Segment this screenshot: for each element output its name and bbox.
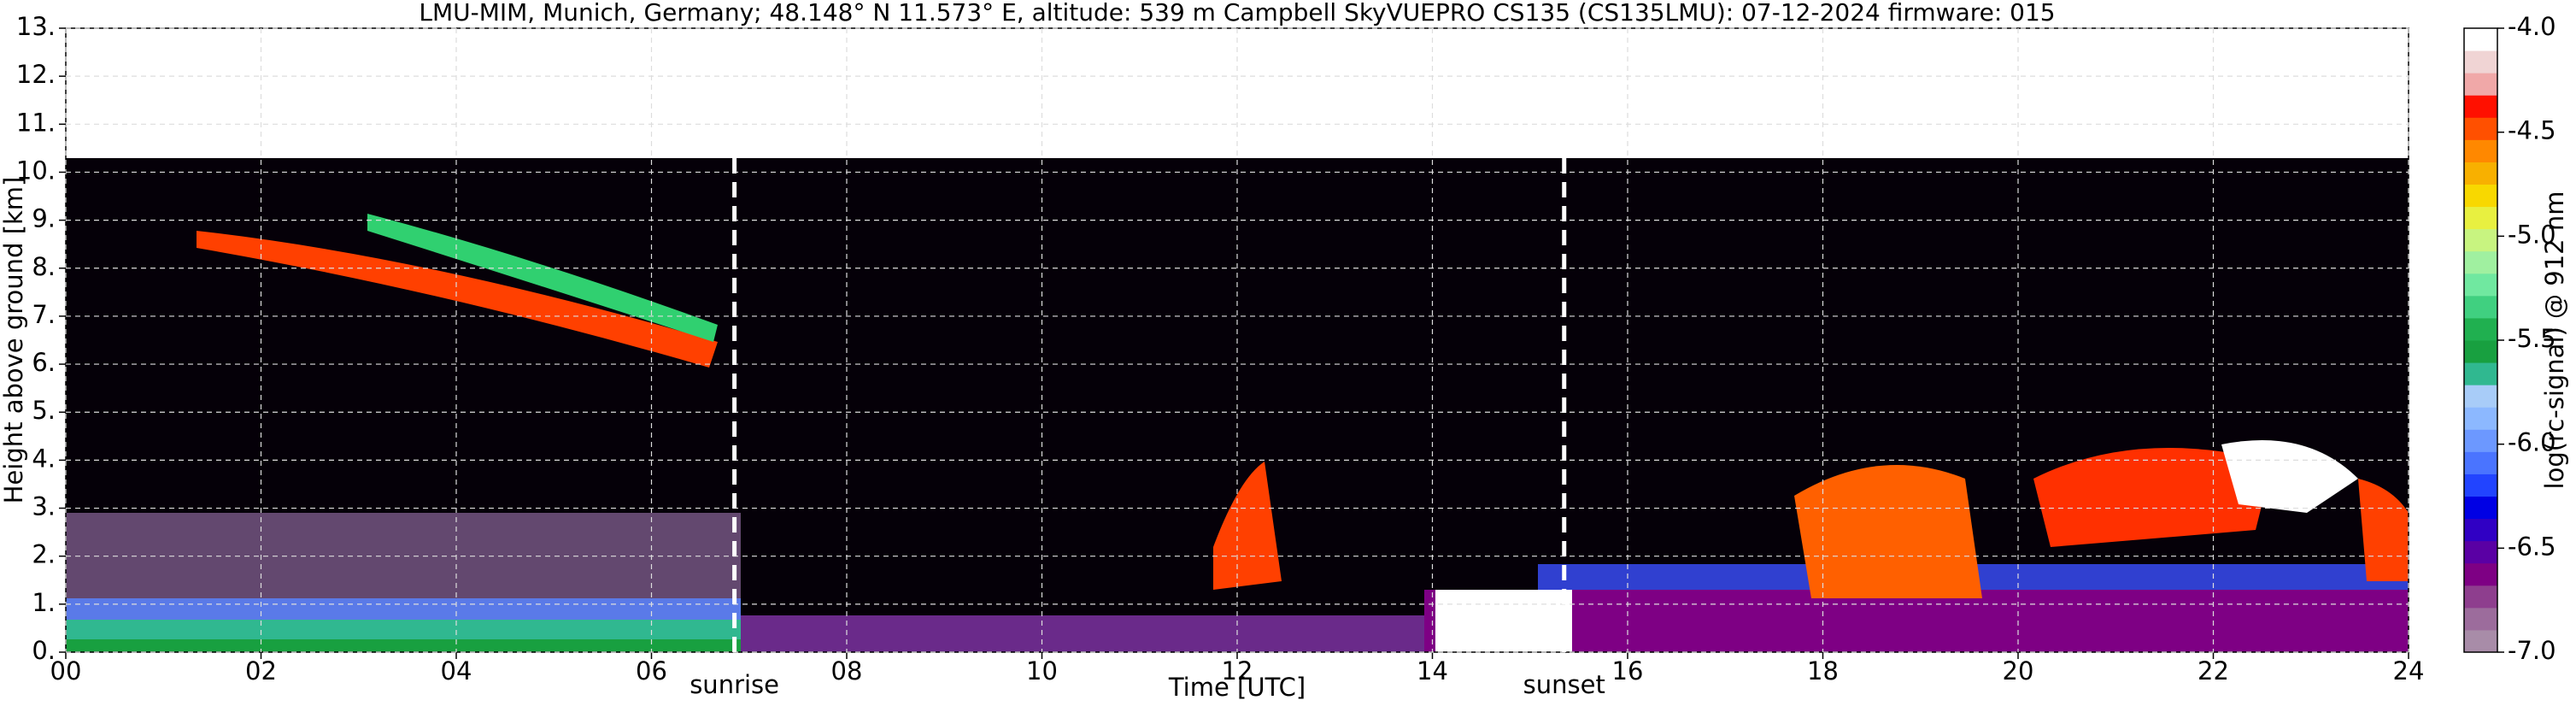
colorbar-tick-label: -6.5 bbox=[2508, 532, 2556, 561]
colorbar-segment bbox=[2464, 451, 2497, 474]
colorbar-segment bbox=[2464, 317, 2497, 341]
colorbar-segment bbox=[2464, 496, 2497, 520]
colorbar-segment bbox=[2464, 607, 2497, 631]
annotation-label: sunset bbox=[1523, 670, 1605, 699]
colorbar-tick-label: -4.0 bbox=[2508, 12, 2556, 41]
y-axis-label: Height above ground [km] bbox=[0, 177, 28, 504]
colorbar-segment bbox=[2464, 73, 2497, 96]
y-tick-label: 1. bbox=[32, 588, 56, 617]
y-tick-label: 3. bbox=[32, 492, 56, 521]
colorbar-tick-label: -6.0 bbox=[2508, 428, 2556, 457]
colorbar-segment bbox=[2464, 28, 2497, 51]
y-tick-label: 8. bbox=[32, 252, 56, 281]
colorbar-segment bbox=[2464, 95, 2497, 118]
x-tick-label: 20 bbox=[2003, 656, 2034, 685]
colorbar-label: log(rc-signal) @ 912 nm bbox=[2540, 191, 2569, 490]
colorbar-segment bbox=[2464, 250, 2497, 274]
colorbar-segment bbox=[2464, 474, 2497, 497]
y-tick-label: 2. bbox=[32, 540, 56, 569]
colorbar-segment bbox=[2464, 162, 2497, 185]
colorbar-segment bbox=[2464, 585, 2497, 609]
colorbar-segment bbox=[2464, 362, 2497, 385]
x-tick-label: 10 bbox=[1026, 656, 1058, 685]
x-tick-label: 22 bbox=[2198, 656, 2229, 685]
colorbar-segment bbox=[2464, 629, 2497, 653]
x-axis-label: Time [UTC] bbox=[1168, 673, 1306, 702]
y-tick-label: 5. bbox=[32, 396, 56, 425]
colorbar-tick-label: -4.5 bbox=[2508, 116, 2556, 145]
y-tick-label: 13. bbox=[16, 12, 56, 41]
colorbar-segment bbox=[2464, 228, 2497, 252]
colorbar-segment bbox=[2464, 540, 2497, 564]
colorbar-segment bbox=[2464, 407, 2497, 430]
y-tick-label: 12. bbox=[16, 60, 56, 89]
y-tick-label: 0. bbox=[32, 636, 56, 665]
colorbar-tick-label: -5.0 bbox=[2508, 220, 2556, 249]
colorbar-segment bbox=[2464, 139, 2497, 162]
x-tick-label: 24 bbox=[2393, 656, 2425, 685]
colorbar-segment bbox=[2464, 385, 2497, 408]
colorbar-segment bbox=[2464, 562, 2497, 586]
x-tick-label: 00 bbox=[50, 656, 82, 685]
x-tick-label: 12 bbox=[1222, 656, 1253, 685]
colorbar-segment bbox=[2464, 184, 2497, 208]
x-tick-label: 16 bbox=[1612, 656, 1644, 685]
colorbar-segment bbox=[2464, 117, 2497, 140]
colorbar-segment bbox=[2464, 50, 2497, 74]
colorbar-segment bbox=[2464, 273, 2497, 297]
x-tick-label: 18 bbox=[1807, 656, 1839, 685]
y-tick-label: 11. bbox=[16, 108, 56, 137]
x-tick-label: 02 bbox=[245, 656, 277, 685]
y-tick-label: 9. bbox=[32, 204, 56, 233]
y-tick-label: 10. bbox=[16, 156, 56, 185]
colorbar-tick-label: -7.0 bbox=[2508, 636, 2556, 665]
y-tick-label: 7. bbox=[32, 300, 56, 329]
colorbar-segment bbox=[2464, 206, 2497, 230]
chart-title: LMU-MIM, Munich, Germany; 48.148° N 11.5… bbox=[419, 0, 2055, 26]
colorbar-segment bbox=[2464, 340, 2497, 363]
x-tick-label: 06 bbox=[636, 656, 667, 685]
y-tick-label: 6. bbox=[32, 348, 56, 377]
annotation-label: sunrise bbox=[689, 670, 779, 699]
y-tick-label: 4. bbox=[32, 444, 56, 473]
colorbar-segment bbox=[2464, 518, 2497, 542]
x-tick-label: 04 bbox=[441, 656, 472, 685]
colorbar-tick-label: -5.5 bbox=[2508, 324, 2556, 353]
x-tick-label: 14 bbox=[1417, 656, 1448, 685]
colorbar-segment bbox=[2464, 295, 2497, 319]
x-tick-label: 08 bbox=[831, 656, 863, 685]
colorbar-segment bbox=[2464, 429, 2497, 452]
